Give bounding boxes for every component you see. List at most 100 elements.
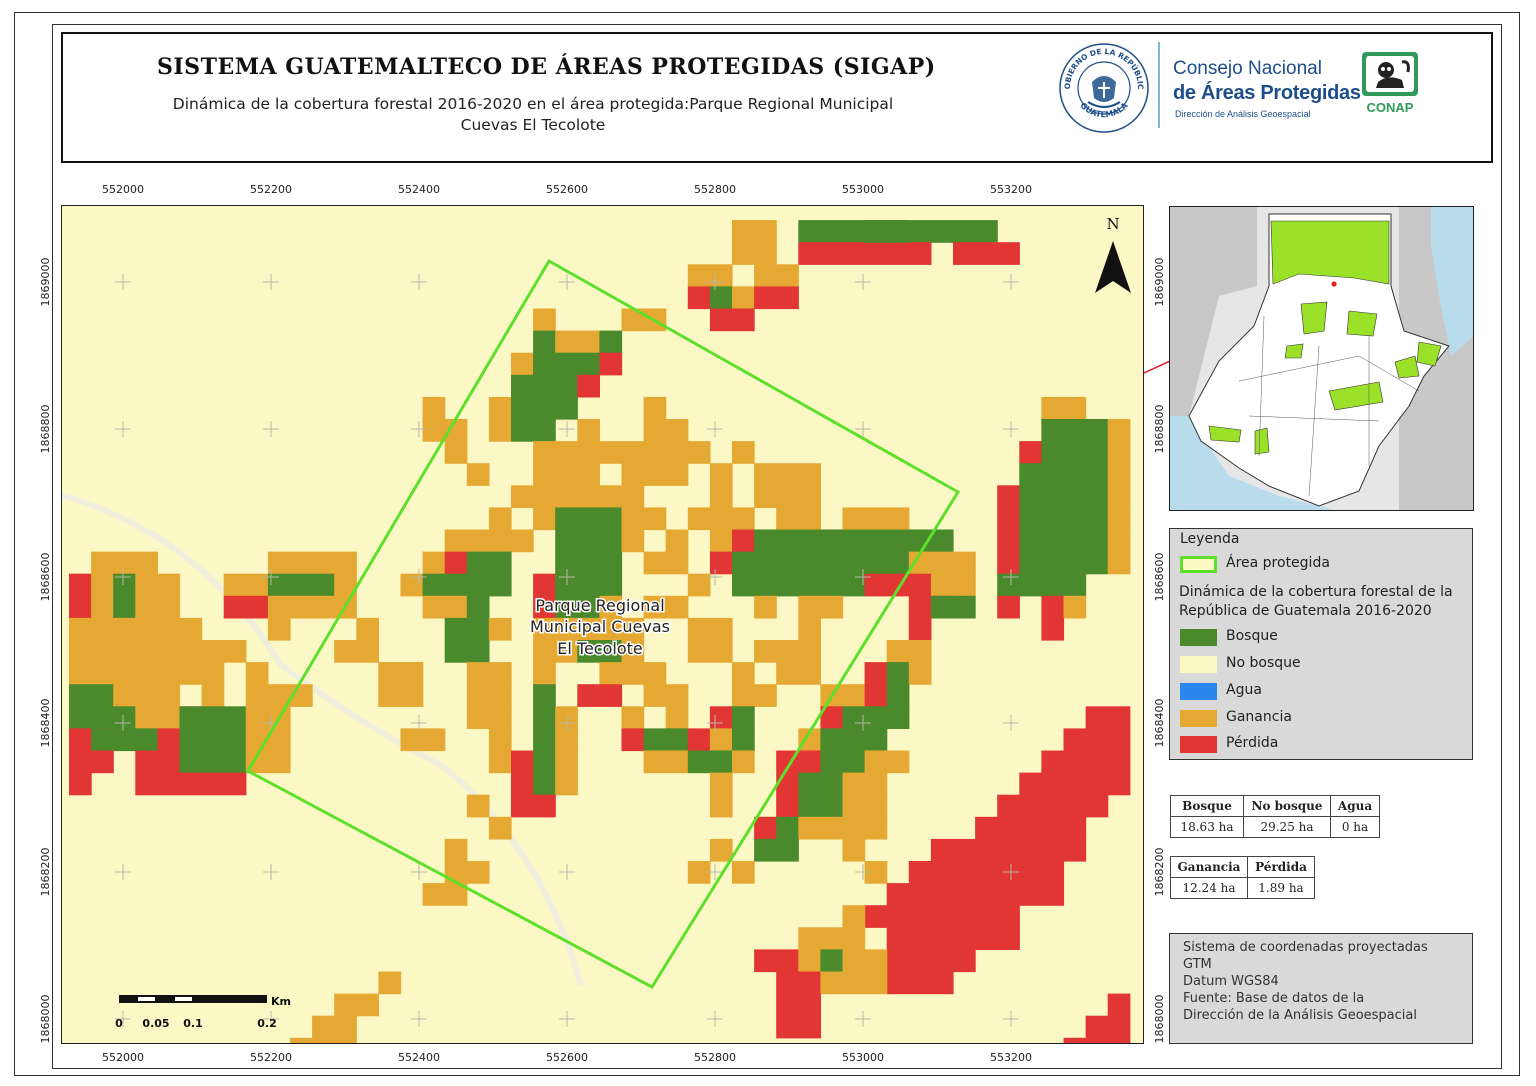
bosque-cell [135,728,158,752]
x-tick-top: 553000 [842,183,884,196]
perdida-cell [864,573,932,597]
perdida-cell [754,816,777,840]
ganancia-cell [422,396,446,420]
area-label-line-2: Municipal Cuevas [530,617,670,636]
y-tick-left: 1868800 [39,404,52,454]
grid-cross [559,715,575,731]
grid-cross [855,1011,871,1027]
bosque-cell [798,772,844,796]
metadata-box: Sistema de coordenadas proyectadas GTM D… [1169,933,1473,1044]
ganancia-cell [1063,595,1087,619]
legend-swatch-agua [1180,683,1217,700]
y-tick-right: 1868600 [1153,552,1166,602]
ganancia-cell [687,507,755,531]
bosque-cell [179,750,247,774]
ganancia-cell [709,529,733,553]
ganancia-cell [886,640,932,663]
bosque-cell [555,529,623,553]
ganancia-cell [1107,463,1131,486]
ganancia-cell [378,684,424,707]
bosque-cell [798,794,844,818]
stat-value-ganancia: 12.24 ha [1170,877,1248,899]
grid-cross [707,1011,723,1027]
legend-label-no-bosque: No bosque [1226,655,1301,671]
ganancia-cell [533,640,578,663]
grid-cross [263,1011,279,1027]
bosque-cell [533,728,556,752]
ganancia-cell [908,551,976,575]
stats-table-cover-header: Bosque No bosque Agua [1170,795,1380,817]
perdida-cell [709,706,733,729]
x-tick-bottom: 552400 [398,1051,440,1064]
perdida-cell [511,772,534,796]
ganancia-cell [488,728,512,752]
ganancia-cell [577,419,600,442]
road-trace [61,492,584,986]
perdida-cell [69,772,92,796]
ganancia-cell [466,794,490,818]
x-tick-bottom: 552200 [250,1051,292,1064]
scale-label-1: 0.05 [142,1017,169,1030]
ganancia-cell [69,617,203,641]
ganancia-cell [908,662,932,685]
scale-unit: Km [271,995,291,1008]
ganancia-cell [687,264,733,287]
protected-area-label: Parque Regional Municipal Cuevas El Teco… [528,595,671,660]
ganancia-cell [732,750,755,774]
ganancia-cell [533,308,556,332]
bosque-cell [732,706,755,729]
ganancia-cell [842,905,866,928]
bosque-cell [820,750,866,774]
ganancia-cell [555,330,600,354]
ganancia-cell [621,529,645,553]
ganancia-cell [776,463,821,486]
perdida-cell [511,794,556,818]
x-tick-bottom: 553200 [990,1051,1032,1064]
legend-heading: Leyenda [1180,531,1240,547]
perdida-cell [776,772,799,796]
ganancia-cell [842,794,888,818]
perdida-cell [886,971,954,995]
ganancia-cell [732,220,777,265]
ganancia-cell [1041,396,1087,420]
grid-cross [115,421,131,437]
ganancia-cell [444,441,468,464]
bosque-cell [113,573,136,597]
x-tick-top: 552200 [250,183,292,196]
ganancia-cell [488,419,512,442]
y-tick-right: 1868200 [1153,847,1166,897]
bosque-cell [577,640,623,663]
ganancia-cell [533,617,645,641]
ganancia-cell [488,816,512,840]
ganancia-cell [400,728,446,752]
bosque-cell [864,220,910,243]
bosque-cell [511,419,556,442]
bosque-cell [555,507,623,531]
outer-frame [14,12,1520,1076]
ganancia-cell [798,927,866,950]
perdida-cell [776,794,799,818]
grid-cross [263,421,279,437]
perdida-cell [599,352,623,376]
grid-cross [559,274,575,290]
ganancia-cell [621,706,645,729]
bosque-cell [1041,441,1109,464]
grid-cross [1003,715,1019,731]
ganancia-cell [312,1015,357,1039]
ganancia-cell [798,728,821,752]
stat-header-agua: Agua [1330,795,1380,817]
y-tick-right: 1868400 [1153,698,1166,748]
stat-header-bosque: Bosque [1170,795,1244,817]
grid-cross [855,421,871,437]
grid-cross [855,864,871,880]
perdida-cell [687,728,711,752]
stats-table-change: Ganancia Pérdida 12.24 ha 1.89 ha [1170,856,1315,899]
area-label-line-1: Parque Regional [535,596,664,615]
ganancia-cell [1107,441,1131,464]
ganancia-cell [334,993,379,1017]
ganancia-cell [91,573,114,597]
ganancia-cell [1107,507,1131,531]
perdida-cell [157,728,181,752]
ganancia-cell [135,595,181,619]
ganancia-cell [732,684,755,707]
